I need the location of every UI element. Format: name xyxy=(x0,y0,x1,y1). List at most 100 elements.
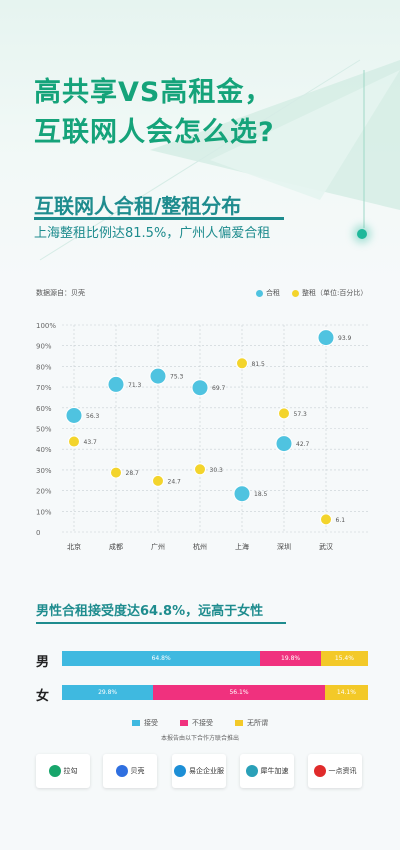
y-tick-label: 80% xyxy=(36,363,52,371)
data-label-shared: 56.3 xyxy=(86,413,100,420)
beike-logo-icon xyxy=(115,765,128,777)
stacked-bar-male: 64.8% 19.8% 15.4% xyxy=(62,651,368,666)
gender-legend: 接受 不接受 无所谓 xyxy=(0,718,400,728)
legend-reject-label: 不接受 xyxy=(192,719,213,727)
legend-accept-label: 接受 xyxy=(144,719,158,727)
partner-name: 贝壳 xyxy=(130,767,145,775)
x-tick-label: 成都 xyxy=(109,542,123,551)
partners-title: 本报告由以下合作方联合推出 xyxy=(160,735,239,742)
partner-logo: 易企企业服 xyxy=(172,754,226,788)
y-tick-label: 90% xyxy=(36,343,52,351)
legend-shared-dot-icon xyxy=(256,289,263,297)
data-label-shared: 71.3 xyxy=(128,382,142,389)
point-shared xyxy=(191,379,209,397)
y-tick-label: 70% xyxy=(36,384,52,392)
xiniu-logo-icon xyxy=(245,765,258,777)
x-tick-label: 北京 xyxy=(67,542,81,551)
partner-name: 易企企业服 xyxy=(189,767,224,775)
legend-unit: （单位:百分比） xyxy=(316,289,368,297)
y-tick-label: 60% xyxy=(36,405,52,413)
data-label-whole: 28.7 xyxy=(126,470,140,477)
point-whole xyxy=(152,474,164,487)
data-source: 数据源自：贝壳 xyxy=(36,289,85,297)
x-tick-label: 广州 xyxy=(151,542,165,551)
segment-accept: 64.8% xyxy=(62,651,261,666)
point-whole xyxy=(320,513,332,526)
legend-whole-dot-icon xyxy=(292,289,299,297)
section-title: 互联网人合租/整租分布 xyxy=(34,194,242,218)
yidian-logo-icon xyxy=(313,765,326,777)
data-label-whole: 30.3 xyxy=(210,467,224,474)
point-whole xyxy=(236,357,248,370)
point-whole xyxy=(110,466,122,479)
partner-name: 一点资讯 xyxy=(328,767,357,775)
partner-logo: 拉勾 xyxy=(36,754,90,788)
rental-scatter-chart: 0 10% 20% 30% 40% 50% 60% 70% 80% 90% 100% 北京 成都 广州 杭州… xyxy=(36,322,368,551)
hero-banner: 高共享VS高租金， 互联网人会怎么选? 互联网人合租/整租分布 上海整租比例达8… xyxy=(0,0,400,290)
section-underline xyxy=(34,217,284,220)
point-shared xyxy=(233,485,251,503)
partner-name: 犀牛加速 xyxy=(260,767,289,775)
point-whole xyxy=(194,463,206,476)
indifferent-swatch-icon xyxy=(235,720,243,726)
segment-accept: 29.8% xyxy=(62,685,154,700)
partner-name: 拉勾 xyxy=(63,767,78,775)
x-tick-label: 武汉 xyxy=(319,542,333,551)
yiqi-logo-icon xyxy=(174,765,186,777)
point-shared xyxy=(149,367,167,385)
data-label-whole: 24.7 xyxy=(168,478,182,485)
legend-reject: 不接受 xyxy=(180,718,213,728)
data-label-shared: 42.7 xyxy=(296,441,310,448)
y-tick-label: 0 xyxy=(36,529,40,537)
row-label-female: 女 xyxy=(36,689,50,704)
segment-indifferent: 14.1% xyxy=(324,685,368,700)
data-label-shared: 75.3 xyxy=(170,374,184,381)
x-tick-label: 上海 xyxy=(235,542,249,551)
data-label-whole: 43.7 xyxy=(84,439,98,446)
legend-accept: 接受 xyxy=(132,718,158,728)
y-tick-label: 10% xyxy=(36,508,52,516)
section-subtitle: 上海整租比例达81.5%，广州人偏爱合租 xyxy=(34,226,271,241)
page-title-line1: 高共享VS高租金， xyxy=(34,77,273,108)
gender-section-title: 男性合租接受度达64.8%，远高于女性 xyxy=(36,604,264,619)
point-shared xyxy=(275,435,293,453)
glow-dot-decoration xyxy=(357,229,367,239)
reject-swatch-icon xyxy=(180,720,188,726)
point-shared xyxy=(317,329,335,347)
paper-plane-illustration xyxy=(39,59,400,261)
gender-section-underline xyxy=(36,622,286,624)
segment-indifferent: 15.4% xyxy=(320,651,368,666)
chart-legend: 合租 整租 （单位:百分比） xyxy=(256,288,367,298)
data-label-whole: 81.5 xyxy=(252,361,266,368)
data-label-shared: 69.7 xyxy=(212,385,226,392)
y-tick-label: 100% xyxy=(36,322,56,330)
x-tick-label: 杭州 xyxy=(193,542,207,551)
segment-reject: 56.1% xyxy=(153,685,325,700)
y-tick-label: 30% xyxy=(36,467,52,475)
partner-logo: 犀牛加速 xyxy=(240,754,294,788)
row-label-male: 男 xyxy=(36,655,50,670)
partner-logo: 一点资讯 xyxy=(308,754,362,788)
data-label-shared: 18.5 xyxy=(254,491,268,498)
partner-logo: 贝壳 xyxy=(103,754,157,788)
legend-indifferent: 无所谓 xyxy=(235,718,268,728)
stacked-bar-female: 29.8% 56.1% 14.1% xyxy=(62,685,368,700)
legend-indifferent-label: 无所谓 xyxy=(247,719,268,727)
segment-reject: 19.8% xyxy=(260,651,321,666)
y-tick-label: 50% xyxy=(36,426,52,434)
legend-shared-label: 合租 xyxy=(266,289,280,297)
legend-whole-label: 整租 xyxy=(302,289,316,297)
data-label-whole: 57.3 xyxy=(294,411,308,418)
point-shared xyxy=(107,375,125,393)
data-label-shared: 93.9 xyxy=(338,335,352,342)
y-tick-label: 20% xyxy=(36,488,52,496)
lagou-logo-icon xyxy=(48,765,61,777)
point-whole xyxy=(68,435,80,448)
point-shared xyxy=(65,406,83,424)
accept-swatch-icon xyxy=(132,720,140,726)
page-title-line2: 互联网人会怎么选? xyxy=(34,117,275,148)
point-whole xyxy=(278,407,290,420)
x-tick-label: 深圳 xyxy=(277,542,291,551)
y-tick-label: 40% xyxy=(36,446,52,454)
data-label-whole: 6.1 xyxy=(336,517,346,524)
